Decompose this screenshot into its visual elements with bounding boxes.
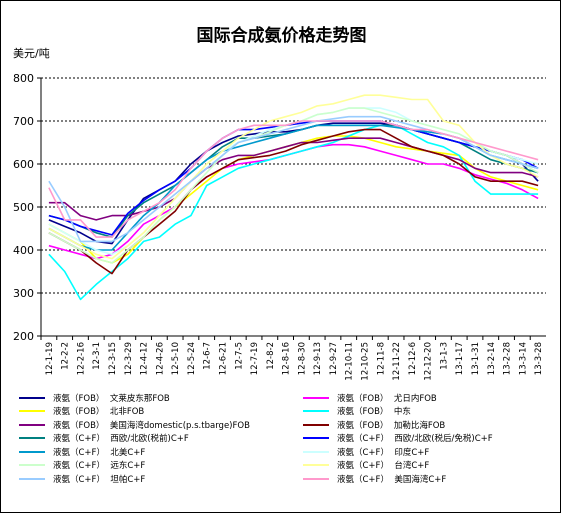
x-tick-label: 12-10-11 — [345, 342, 355, 381]
x-tick-label: 13-3-14 — [518, 342, 528, 375]
legend-label: 液氨（FOB） 尤日内FOB — [337, 393, 437, 404]
x-tick-label: 12-11-8 — [376, 342, 386, 375]
legend-label: 液氨（C+F） 西欧/北欧(税后/免税)C+F — [337, 434, 493, 445]
y-tick-label: 400 — [13, 244, 34, 257]
legend-label: 液氨（C+F） 西欧/北欧(税前)C+F — [53, 434, 189, 445]
series-line-3 — [48, 135, 539, 264]
x-tick-label: 12-6-21 — [218, 342, 228, 375]
x-tick-label: 13-2-28 — [503, 342, 513, 375]
x-tick-label: 13-3-28 — [534, 342, 544, 375]
y-tick-label: 800 — [13, 72, 34, 85]
legend-swatch — [19, 477, 45, 480]
series-line-8 — [48, 120, 539, 236]
legend-item: 液氨（FOB） 加勒比海FOB — [303, 418, 554, 432]
legend-item: 液氨（FOB） 尤日内FOB — [303, 391, 554, 405]
legend-label: 液氨（C+F） 坦帕C+F — [53, 474, 146, 485]
y-tick-label: 600 — [13, 158, 34, 171]
legend-label: 液氨（FOB） 加勒比海FOB — [337, 420, 446, 431]
x-tick-label: 12-7-19 — [250, 342, 260, 375]
legend-label: 液氨（FOB） 美国海湾domestic(p.s.tbarge)FOB — [53, 420, 250, 431]
x-tick-label: 12-5-10 — [171, 342, 181, 375]
legend-label: 液氨（FOB） 中东 — [337, 407, 411, 418]
legend-label: 液氨（C+F） 印度C+F — [337, 447, 430, 458]
legend-swatch — [19, 464, 45, 467]
legend-label: 液氨（C+F） 美国海湾C+F — [337, 474, 447, 485]
series-line-14 — [48, 120, 539, 238]
x-tick-label: 12-7-5 — [234, 342, 244, 370]
legend-item: 液氨（C+F） 西欧/北欧(税后/免税)C+F — [303, 432, 554, 446]
legend-swatch — [303, 437, 329, 440]
y-axis-unit-label: 美元/吨 — [13, 47, 50, 60]
y-tick-label: 500 — [13, 201, 34, 214]
legend-item: 液氨（C+F） 美国海湾C+F — [303, 472, 554, 486]
x-tick-label: 13-1-3 — [439, 342, 449, 370]
x-tick-label: 12-5-24 — [187, 342, 197, 375]
legend-swatch — [19, 396, 45, 399]
legend-label: 液氨（C+F） 北美C+F — [53, 447, 146, 458]
x-tick-label: 12-1-19 — [45, 342, 55, 375]
x-tick-label: 12-9-27 — [329, 342, 339, 375]
legend-item: 液氨（C+F） 坦帕C+F — [19, 472, 303, 486]
x-tick-label: 12-9-13 — [313, 342, 323, 375]
x-tick-label: 12-3-1 — [92, 342, 102, 370]
x-tick-label: 12-12-20 — [424, 342, 434, 381]
x-tick-label: 12-4-26 — [155, 342, 165, 375]
legend-label: 液氨（C+F） 远东C+F — [53, 461, 146, 472]
x-tick-label: 13-1-17 — [455, 342, 465, 375]
legend-item: 液氨（FOB） 北非FOB — [19, 405, 303, 419]
legend-swatch — [19, 450, 45, 453]
x-tick-label: 12-10-25 — [361, 342, 371, 381]
axis-layer: 200 300 400 500 600 700 800 12-1-19 12-2-2 12-2-1… — [13, 72, 546, 381]
x-tick-label: 12-3-15 — [108, 342, 118, 375]
x-tick-label: 12-2-16 — [76, 342, 86, 375]
x-tick-label: 13-2-14 — [487, 342, 497, 375]
plot-area: 200 300 400 500 600 700 800 12-1-19 12-2-2 12-2-1… — [13, 72, 546, 381]
y-tick-label: 700 — [13, 115, 34, 128]
legend-item: 液氨（FOB） 中东 — [303, 405, 554, 419]
legend-item: 液氨（C+F） 远东C+F — [19, 459, 303, 473]
series-layer — [48, 94, 539, 301]
x-tick-label: 12-12-6 — [408, 342, 418, 375]
legend-swatch — [303, 423, 329, 426]
x-tick-label: 12-6-7 — [203, 342, 213, 370]
legend-item: 液氨（FOB） 美国海湾domestic(p.s.tbarge)FOB — [19, 418, 303, 432]
legend-swatch — [303, 464, 329, 467]
grid-layer — [41, 77, 546, 294]
x-tick-label: 12-2-2 — [61, 342, 71, 370]
legend-item: 液氨（C+F） 北美C+F — [19, 445, 303, 459]
legend-swatch — [19, 410, 45, 413]
series-line-6 — [48, 128, 539, 275]
legend: 液氨（FOB） 文莱皮东那FOB 液氨（FOB） 尤日内FOB 液氨（FOB） 北非… — [19, 391, 554, 507]
legend-label: 液氨（FOB） 文莱皮东那FOB — [53, 393, 170, 404]
y-tick-label: 300 — [13, 287, 34, 300]
series-line-2 — [48, 143, 539, 260]
x-tick-label: 12-8-30 — [297, 342, 307, 375]
x-tick-label: 12-8-16 — [282, 342, 292, 375]
series-line-12 — [48, 94, 539, 260]
legend-item: 液氨（C+F） 台湾C+F — [303, 459, 554, 473]
legend-item: 液氨（FOB） 文莱皮东那FOB — [19, 391, 303, 405]
series-line-5 — [48, 137, 539, 221]
legend-item: 液氨（C+F） 西欧/北欧(税前)C+F — [19, 432, 303, 446]
legend-swatch — [19, 423, 45, 426]
x-tick-label: 13-1-31 — [471, 342, 481, 375]
legend-swatch — [19, 437, 45, 440]
x-tick-label: 12-3-29 — [124, 342, 134, 375]
legend-label: 液氨（C+F） 台湾C+F — [337, 461, 430, 472]
y-tick-label: 200 — [13, 330, 34, 343]
legend-swatch — [303, 410, 329, 413]
legend-label: 液氨（FOB） 北非FOB — [53, 407, 145, 418]
legend-swatch — [303, 450, 329, 453]
x-tick-label: 12-11-22 — [392, 342, 402, 381]
legend-swatch — [303, 396, 329, 399]
chart-title: 国际合成氨价格走势图 — [196, 26, 367, 46]
series-line-4 — [48, 124, 539, 301]
x-tick-label: 12-4-12 — [140, 342, 150, 375]
x-tick-label: 12-8-2 — [266, 342, 276, 370]
legend-swatch — [303, 477, 329, 480]
legend-item: 液氨（C+F） 印度C+F — [303, 445, 554, 459]
